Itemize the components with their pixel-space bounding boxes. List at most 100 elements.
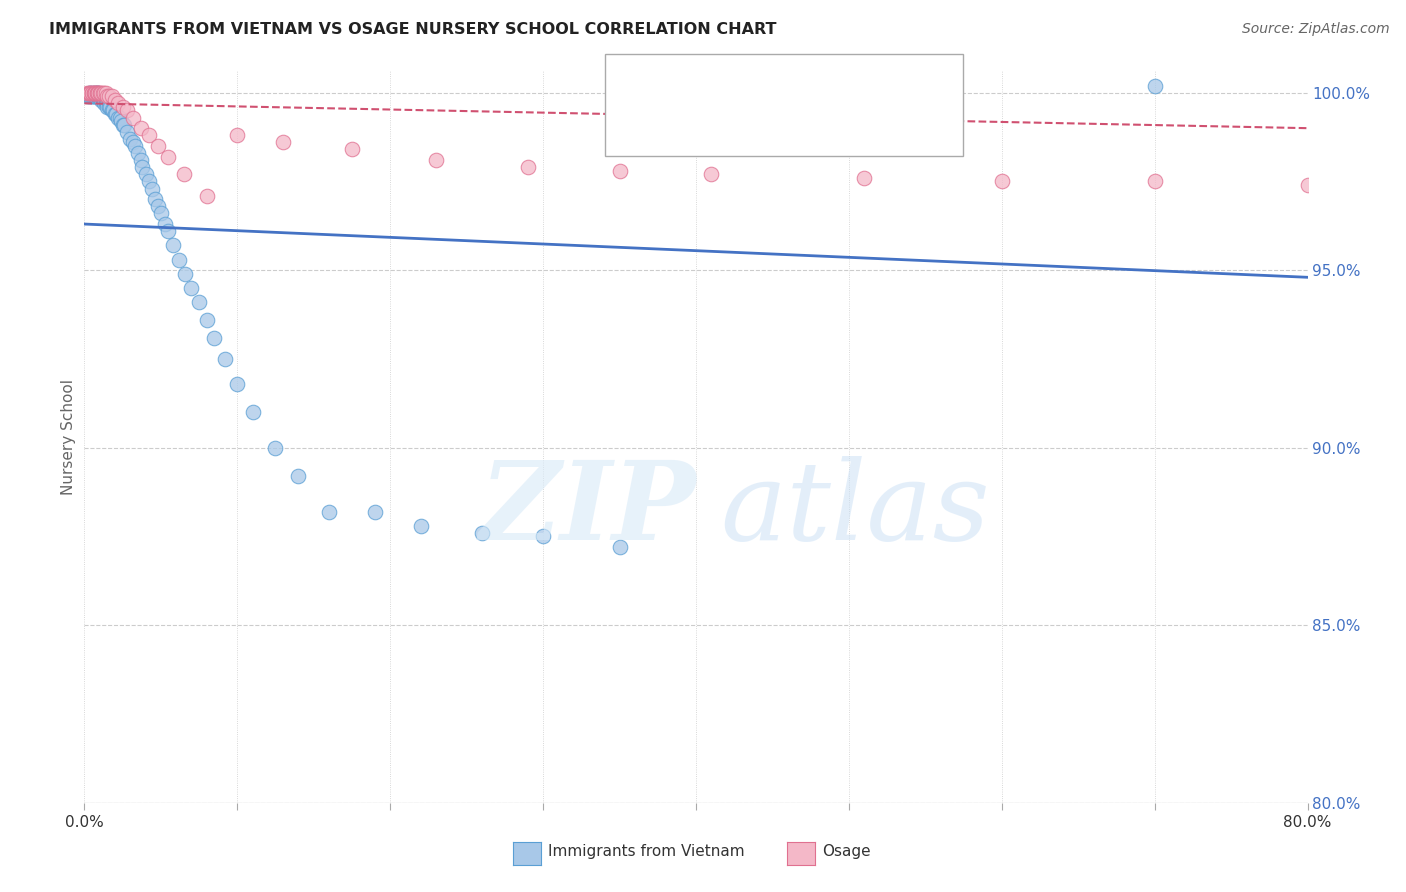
Point	[84, 89, 107, 103]
Point	[149, 206, 172, 220]
Point	[84, 86, 107, 100]
Point	[107, 96, 129, 111]
Point	[1296, 178, 1319, 192]
Point	[76, 89, 98, 103]
Point	[214, 351, 236, 366]
Point	[77, 86, 100, 100]
Text: R = -0.082   N = 74: R = -0.082 N = 74	[671, 71, 863, 89]
Point	[80, 86, 103, 100]
Point	[146, 139, 169, 153]
Point	[167, 252, 190, 267]
Text: IMMIGRANTS FROM VIETNAM VS OSAGE NURSERY SCHOOL CORRELATION CHART: IMMIGRANTS FROM VIETNAM VS OSAGE NURSERY…	[49, 22, 776, 37]
Point	[157, 224, 180, 238]
Point	[135, 167, 157, 181]
Point	[226, 376, 249, 391]
Point	[188, 295, 211, 310]
Point	[173, 167, 195, 181]
Point	[98, 100, 121, 114]
Point	[80, 86, 103, 100]
Point	[80, 86, 103, 100]
Point	[129, 121, 152, 136]
Point	[1143, 78, 1166, 93]
Point	[425, 153, 447, 168]
Point	[83, 86, 105, 100]
Point	[155, 217, 177, 231]
Point	[103, 103, 125, 118]
Point	[76, 86, 98, 100]
Point	[127, 146, 149, 161]
Point	[195, 313, 218, 327]
Point	[287, 469, 309, 483]
Point	[340, 143, 363, 157]
Point	[104, 93, 127, 107]
Point	[83, 89, 105, 103]
Point	[80, 89, 103, 103]
Point	[84, 86, 107, 100]
Point	[86, 86, 108, 100]
Point	[115, 125, 138, 139]
Point	[264, 441, 287, 455]
Point	[991, 174, 1014, 188]
Point	[90, 89, 112, 103]
Point	[94, 96, 117, 111]
Point	[157, 150, 180, 164]
Point	[202, 331, 225, 345]
Point	[105, 107, 128, 121]
Text: ZIP: ZIP	[479, 457, 696, 564]
Point	[107, 111, 129, 125]
Point	[97, 89, 120, 103]
Point	[94, 86, 117, 100]
Point	[87, 89, 110, 103]
Point	[409, 519, 432, 533]
Point	[112, 118, 135, 132]
Point	[91, 86, 114, 100]
Point	[80, 89, 103, 103]
Point	[146, 199, 169, 213]
Point	[79, 86, 101, 100]
Point	[180, 281, 202, 295]
Point	[89, 86, 111, 100]
Point	[79, 89, 101, 103]
Point	[143, 192, 166, 206]
Point	[700, 167, 723, 181]
Point	[83, 86, 105, 100]
Text: Source: ZipAtlas.com: Source: ZipAtlas.com	[1241, 22, 1389, 37]
Y-axis label: Nursery School: Nursery School	[60, 379, 76, 495]
Point	[84, 86, 107, 100]
Point	[90, 86, 112, 100]
Point	[89, 86, 111, 100]
Point	[79, 86, 101, 100]
Point	[124, 139, 146, 153]
Text: R = -0.086   N = 45: R = -0.086 N = 45	[671, 110, 863, 128]
Text: atlas: atlas	[720, 457, 990, 564]
Point	[471, 525, 494, 540]
Point	[86, 86, 108, 100]
Point	[87, 86, 110, 100]
Point	[91, 93, 114, 107]
Point	[609, 540, 631, 554]
Point	[93, 86, 115, 100]
Point	[96, 100, 118, 114]
Point	[115, 103, 138, 118]
Point	[96, 96, 118, 111]
Point	[101, 103, 124, 118]
Point	[83, 89, 105, 103]
Point	[141, 181, 163, 195]
Point	[195, 188, 218, 202]
Point	[87, 86, 110, 100]
Point	[1143, 174, 1166, 188]
Point	[122, 111, 145, 125]
Point	[131, 160, 153, 174]
Point	[516, 160, 538, 174]
Point	[86, 89, 108, 103]
Point	[77, 86, 100, 100]
Point	[110, 114, 132, 128]
Point	[93, 96, 115, 111]
Point	[77, 89, 100, 103]
Point	[609, 163, 631, 178]
Point	[226, 128, 249, 143]
Point	[104, 107, 127, 121]
Point	[101, 89, 124, 103]
Point	[86, 86, 108, 100]
Point	[89, 89, 111, 103]
